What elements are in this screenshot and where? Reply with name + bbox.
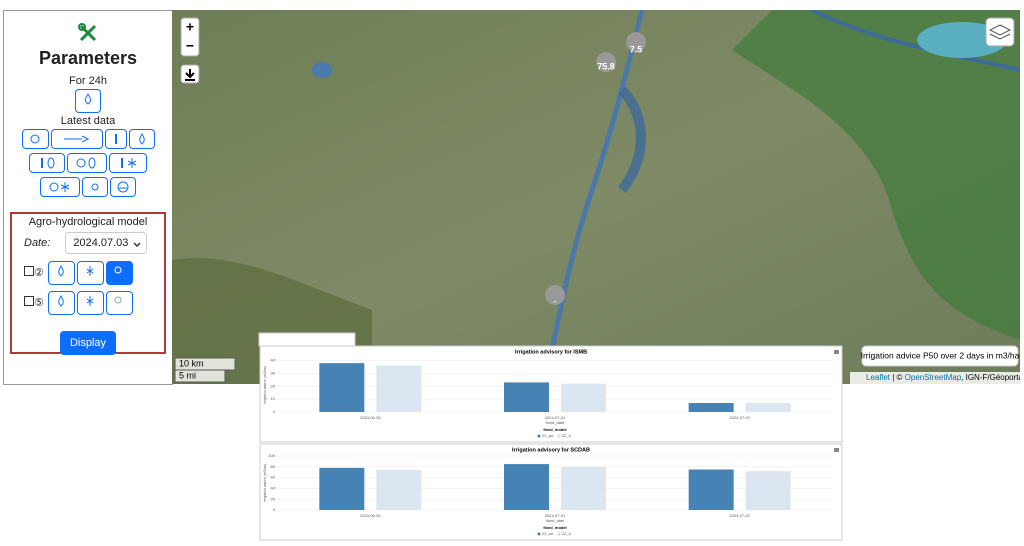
marker-label: 7.5 xyxy=(630,44,643,54)
x-tick-label: 2024-07-01 xyxy=(545,415,566,420)
bar xyxy=(688,469,734,510)
bar xyxy=(745,471,791,510)
bar xyxy=(504,382,549,412)
zoom-out[interactable]: − xyxy=(186,38,194,54)
legend-title: fixed_model xyxy=(543,525,566,530)
legend-label: 22_sa xyxy=(542,433,554,438)
bar xyxy=(319,467,365,510)
y-tick-label: 20 xyxy=(271,383,276,388)
x-tick-label: 2024-07-01 xyxy=(545,513,566,518)
legend-title: fixed_model xyxy=(543,427,566,432)
model-box: Agro-hydrological model Date: 2024.07.03… xyxy=(10,212,166,355)
days-5: ⑤ xyxy=(34,296,44,309)
param-button[interactable] xyxy=(109,153,147,173)
rain-button[interactable] xyxy=(75,89,101,113)
for-24h: For 24h xyxy=(69,75,107,87)
marker[interactable] xyxy=(545,285,566,320)
layers-button[interactable] xyxy=(985,17,1015,47)
x-tick-label: 2024-06-30 xyxy=(360,513,381,518)
display-button[interactable]: Display xyxy=(59,331,117,355)
bar xyxy=(504,464,549,510)
chart-panel xyxy=(259,443,843,541)
param-button[interactable] xyxy=(82,177,108,197)
param-button[interactable] xyxy=(104,129,127,149)
bar xyxy=(561,466,606,510)
y-tick-label: 80 xyxy=(271,464,276,469)
bar xyxy=(376,470,422,510)
attr-rest: , IGN-F/Géoportail xyxy=(961,373,1020,382)
date-value: 2024.07.03 xyxy=(73,237,129,249)
marker-label: 75.8 xyxy=(597,61,615,71)
attr-osm[interactable]: OpenStreetMap xyxy=(905,373,962,382)
scale-km: 10 km xyxy=(179,358,204,368)
x-tick-label: 2024-06-30 xyxy=(360,415,381,420)
legend-label: 22_sa xyxy=(542,531,554,536)
scale-mi: 5 mi xyxy=(179,370,196,380)
x-tick-label: 2024-07-02 xyxy=(729,513,750,518)
y-tick-label: 0 xyxy=(273,409,276,414)
days-2: ② xyxy=(34,266,44,279)
tooltip: Irrigation advice P50 over 2 days in m3/… xyxy=(861,350,1020,360)
model-button[interactable] xyxy=(47,291,75,315)
y-tick-label: 20 xyxy=(271,496,276,501)
param-button[interactable] xyxy=(128,129,155,149)
param-button[interactable] xyxy=(50,129,103,149)
bar xyxy=(688,403,734,412)
chart-menu xyxy=(834,448,839,452)
bar xyxy=(561,383,606,412)
date-select[interactable]: 2024.07.03 xyxy=(65,232,148,254)
legend-label: 22_ir xyxy=(562,433,572,438)
model-button[interactable] xyxy=(105,291,133,315)
param-button[interactable] xyxy=(110,177,136,197)
y-axis-title: Irrigation advice (m3/ha) xyxy=(263,464,267,502)
chart-title: Irrigation advisory for SCDAB xyxy=(512,447,590,453)
param-button[interactable] xyxy=(67,153,107,173)
y-tick-label: 60 xyxy=(271,475,276,480)
x-axis-title: fixed_date xyxy=(546,518,565,523)
attr-leaflet[interactable]: Leaflet xyxy=(866,373,891,382)
tools-icon xyxy=(78,23,97,42)
model-title: Agro-hydrological model xyxy=(28,216,148,228)
x-axis-title: fixed_date xyxy=(546,420,565,425)
param-button[interactable] xyxy=(21,129,49,149)
model-button[interactable] xyxy=(105,261,133,285)
y-tick-label: 10 xyxy=(271,396,276,401)
y-tick-label: 40 xyxy=(271,485,276,490)
model-button[interactable] xyxy=(47,261,75,285)
model-button[interactable] xyxy=(76,291,104,315)
y-tick-label: 0 xyxy=(273,507,276,512)
legend-label: 22_ir xyxy=(562,531,572,536)
attr-sep: | © xyxy=(890,373,905,382)
attribution: Leaflet | © OpenStreetMap, IGN-F/Géoport… xyxy=(866,373,1020,382)
model-button[interactable] xyxy=(76,261,104,285)
map[interactable]: + − 75.8 7.5 - 10 km 5 mi Irrigation adv… xyxy=(172,10,1020,384)
marker-label: - xyxy=(554,296,557,306)
legend-swatch xyxy=(537,434,541,438)
zoom-in[interactable]: + xyxy=(186,19,194,35)
legend-swatch xyxy=(557,532,561,536)
legend-swatch xyxy=(557,434,561,438)
sidebar: Parameters For 24h Latest data Agro-hydr… xyxy=(3,10,173,385)
bar xyxy=(745,403,791,412)
date-label: Date: xyxy=(24,237,51,249)
legend-swatch xyxy=(537,532,541,536)
marker[interactable] xyxy=(596,52,617,88)
latest-data: Latest data xyxy=(60,115,116,127)
marker[interactable] xyxy=(626,32,647,68)
x-tick-label: 2024-07-02 xyxy=(729,415,750,420)
sidebar-title: Parameters xyxy=(38,48,138,68)
param-button[interactable] xyxy=(40,177,80,197)
y-tick-label: 100 xyxy=(268,453,275,458)
param-button[interactable] xyxy=(29,153,65,173)
